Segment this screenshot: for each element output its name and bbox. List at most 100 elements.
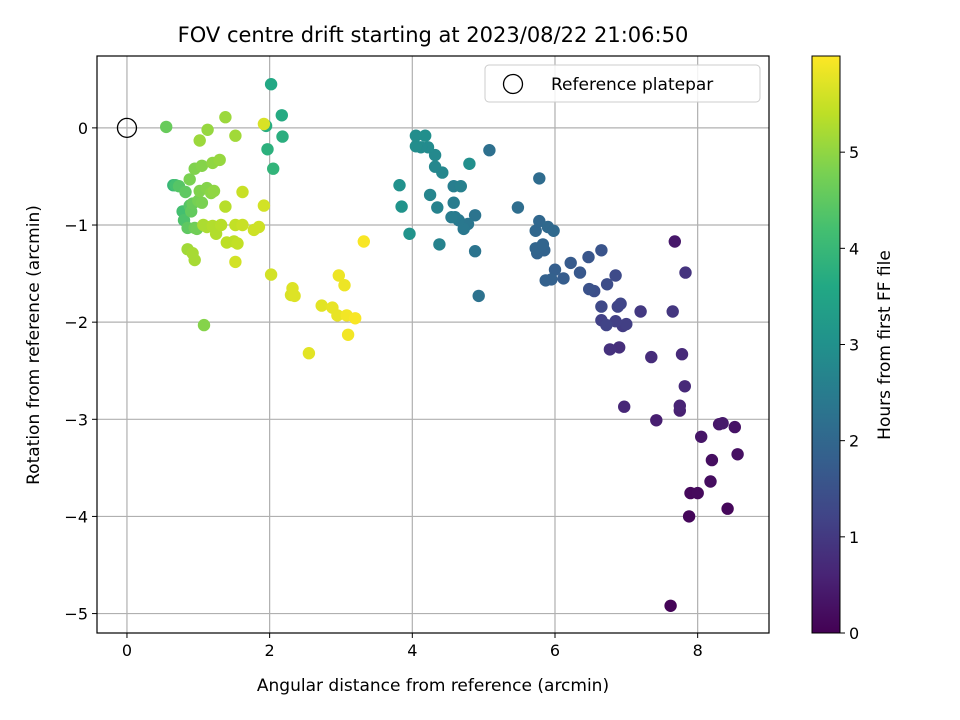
data-point xyxy=(349,312,362,325)
data-point xyxy=(613,341,626,354)
data-point xyxy=(331,309,344,322)
colorbar-label: Hours from first FF file xyxy=(875,250,895,440)
data-point xyxy=(236,218,249,232)
colorbar-gradient xyxy=(811,55,841,634)
data-point xyxy=(393,179,406,192)
data-point xyxy=(673,399,686,412)
data-point xyxy=(595,244,608,257)
data-point xyxy=(691,486,704,500)
data-point xyxy=(409,140,423,153)
data-point xyxy=(564,256,577,270)
data-point xyxy=(447,196,460,209)
data-point xyxy=(214,218,228,232)
colorbar-tick-label: 0 xyxy=(849,624,859,643)
data-point xyxy=(231,237,244,250)
legend-entry: Reference platepar xyxy=(551,75,713,95)
data-point xyxy=(236,185,249,199)
data-point xyxy=(201,123,214,136)
data-point xyxy=(341,328,355,341)
x-axis-label: Angular distance from reference (arcmin) xyxy=(257,676,609,696)
colorbar-tick-label: 4 xyxy=(849,239,859,258)
data-point xyxy=(160,120,173,134)
y-tick-label: −3 xyxy=(64,410,88,429)
data-point xyxy=(332,269,345,282)
data-point xyxy=(645,350,658,364)
data-point xyxy=(472,289,485,303)
data-point xyxy=(728,420,741,434)
data-point xyxy=(423,188,437,202)
data-point xyxy=(583,282,596,296)
data-point xyxy=(731,448,744,461)
data-point xyxy=(664,599,677,612)
data-point xyxy=(634,305,647,318)
data-point xyxy=(229,129,242,142)
data-point xyxy=(315,299,328,312)
data-point xyxy=(454,180,467,193)
data-point xyxy=(264,268,278,281)
data-point xyxy=(286,282,299,295)
data-point xyxy=(705,453,719,467)
data-point xyxy=(547,224,560,237)
y-axis-ticks: 0 −1 −2 −3 −4 −5 xyxy=(64,119,97,624)
legend-box xyxy=(484,64,761,103)
data-point xyxy=(302,347,316,360)
data-point xyxy=(668,235,681,248)
data-point xyxy=(188,253,201,267)
data-point xyxy=(445,211,458,224)
x-tick-label: 8 xyxy=(693,641,703,660)
colorbar-tick-label: 3 xyxy=(849,336,859,355)
legend-marker-icon xyxy=(502,73,524,95)
data-points xyxy=(160,78,744,612)
data-point xyxy=(267,162,280,175)
data-point xyxy=(213,153,226,167)
data-point xyxy=(650,414,663,427)
data-point xyxy=(614,297,627,310)
data-point xyxy=(557,272,570,285)
legend: Reference platepar xyxy=(484,64,761,103)
data-point xyxy=(193,134,206,147)
data-point xyxy=(679,266,692,279)
chart-title: FOV centre drift starting at 2023/08/22 … xyxy=(178,23,689,47)
data-point xyxy=(573,266,587,279)
data-point xyxy=(264,78,278,91)
data-point xyxy=(721,502,734,515)
data-point xyxy=(275,109,288,122)
y-axis-label: Rotation from reference (arcmin) xyxy=(24,205,44,485)
data-point xyxy=(219,111,232,124)
data-point xyxy=(539,274,552,287)
data-point xyxy=(195,196,209,209)
data-point xyxy=(357,235,370,248)
data-point xyxy=(195,159,209,172)
colorbar-tick-label: 5 xyxy=(849,143,859,162)
data-point xyxy=(179,185,192,199)
data-point xyxy=(704,475,717,488)
data-point xyxy=(252,220,266,234)
data-point xyxy=(511,201,525,214)
data-point xyxy=(433,238,446,251)
data-point xyxy=(276,130,289,143)
x-tick-label: 6 xyxy=(550,641,560,660)
data-point xyxy=(678,380,691,393)
data-point xyxy=(463,157,476,170)
colorbar: 0 1 2 3 4 5 Hours from first FF file xyxy=(811,55,895,643)
data-point xyxy=(419,129,432,142)
data-point xyxy=(483,144,496,157)
data-point xyxy=(229,255,242,269)
x-axis-ticks: 0 2 4 6 8 xyxy=(122,633,703,660)
data-point xyxy=(600,318,613,332)
data-point xyxy=(197,318,211,332)
data-point xyxy=(257,117,271,131)
data-point xyxy=(609,269,622,282)
data-point xyxy=(716,417,729,430)
data-point xyxy=(468,245,482,258)
data-point xyxy=(536,238,550,251)
y-tick-label: −4 xyxy=(64,507,88,526)
y-tick-label: −5 xyxy=(64,605,88,624)
reference-point-marker xyxy=(116,117,138,139)
data-point xyxy=(261,143,274,156)
data-point xyxy=(675,348,689,361)
data-point xyxy=(618,400,631,413)
data-point xyxy=(533,172,546,185)
data-point xyxy=(409,129,423,142)
